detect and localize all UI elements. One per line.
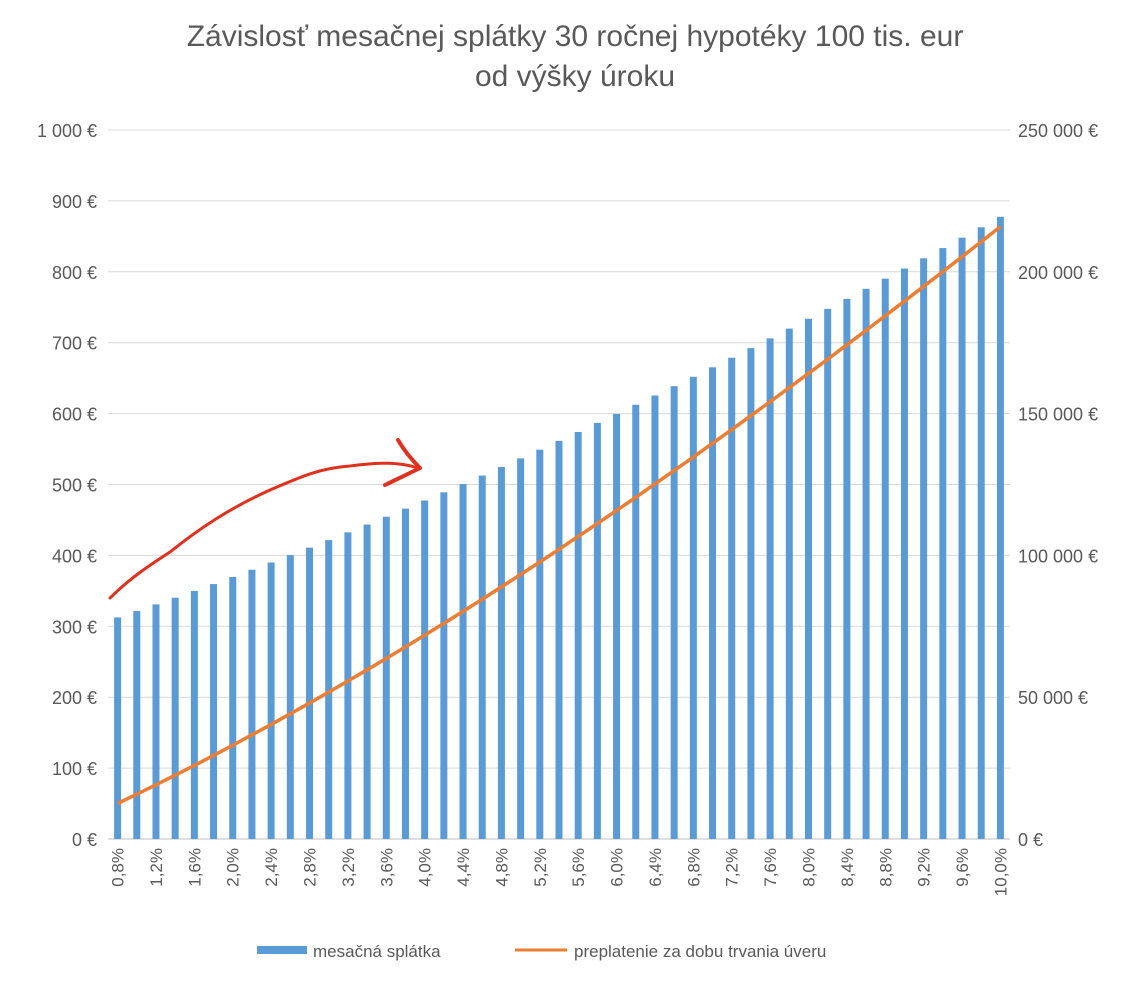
right-tick-label: 150 000 € (1018, 405, 1098, 425)
bar (901, 269, 908, 839)
left-axis: 0 € 100 € 200 € 300 € 400 € 500 € 600 € 700 € 80… (37, 121, 97, 850)
bar (344, 532, 351, 839)
x-tick-label: 10,0% (991, 848, 1010, 896)
chart-title-line1: Závislosť mesačnej splátky 30 ročnej hyp… (187, 20, 964, 53)
x-axis: 0,8% 1,2% 1,6% 2,0% 2,4% 2,8% 3,2% 3,6% 4,0% 4,4%… (109, 848, 1011, 896)
bar (863, 289, 870, 839)
bar (786, 329, 793, 839)
x-tick-label: 8,8% (876, 848, 895, 887)
bar (805, 319, 812, 839)
bar (229, 577, 236, 839)
left-tick-label: 300 € (52, 617, 97, 637)
bar (709, 367, 716, 839)
x-tick-label: 4,4% (454, 848, 473, 887)
x-tick-label: 9,2% (915, 848, 934, 887)
right-tick-label: 250 000 € (1018, 121, 1098, 141)
bar (287, 555, 294, 839)
left-tick-label: 500 € (52, 476, 97, 496)
bar (690, 377, 697, 839)
right-tick-label: 100 000 € (1018, 546, 1098, 566)
bar (498, 467, 505, 839)
x-tick-label: 1,6% (185, 848, 204, 887)
x-tick-label: 5,2% (531, 848, 550, 887)
bar (997, 217, 1004, 839)
bar (939, 248, 946, 839)
bar (306, 548, 313, 839)
bar (440, 492, 447, 839)
bar (364, 525, 371, 839)
x-tick-label: 6,8% (684, 848, 703, 887)
x-tick-label: 2,4% (262, 848, 281, 887)
x-tick-label: 7,6% (761, 848, 780, 887)
right-tick-label: 200 000 € (1018, 263, 1098, 283)
x-tick-label: 4,0% (416, 848, 435, 887)
bar (824, 309, 831, 839)
bar (671, 386, 678, 839)
x-tick-label: 4,8% (492, 848, 511, 887)
x-tick-label: 6,4% (646, 848, 665, 887)
bar (575, 432, 582, 839)
left-tick-label: 100 € (52, 759, 97, 779)
right-tick-label: 0 € (1018, 830, 1043, 850)
bar (882, 279, 889, 839)
bar (268, 562, 275, 839)
bar (479, 476, 486, 839)
left-tick-label: 600 € (52, 405, 97, 425)
bar (383, 517, 390, 839)
left-tick-label: 200 € (52, 688, 97, 708)
legend-swatch-bar (257, 946, 307, 954)
x-tick-label: 5,6% (569, 848, 588, 887)
red-arrow-curve (110, 463, 418, 598)
red-arrow-annotation (110, 440, 420, 598)
bar (536, 450, 543, 839)
x-tick-label: 2,8% (301, 848, 320, 887)
chart-title-line2: od výšky úroku (475, 60, 675, 93)
bar (959, 238, 966, 839)
left-tick-label: 400 € (52, 546, 97, 566)
bar-series (114, 217, 1004, 839)
x-tick-label: 3,6% (377, 848, 396, 887)
bar (191, 591, 198, 839)
bar (421, 501, 428, 839)
legend-label-bar: mesačná splátka (313, 942, 441, 961)
x-tick-label: 7,2% (723, 848, 742, 887)
bar (133, 611, 140, 839)
x-tick-label: 3,2% (339, 848, 358, 887)
x-tick-label: 9,6% (953, 848, 972, 887)
x-tick-label: 6,0% (608, 848, 627, 887)
bar (594, 423, 601, 839)
bar (248, 570, 255, 839)
bar (920, 258, 927, 839)
bar (651, 396, 658, 839)
bar (210, 584, 217, 839)
left-tick-label: 1 000 € (37, 121, 97, 141)
bar (402, 509, 409, 839)
bar (843, 299, 850, 839)
bar (460, 484, 467, 839)
legend-label-line: preplatenie za dobu trvania úveru (574, 942, 826, 961)
bar (172, 598, 179, 839)
bar (978, 227, 985, 839)
x-tick-label: 8,4% (838, 848, 857, 887)
bar (747, 348, 754, 839)
bar (152, 604, 159, 839)
legend: mesačná splátka preplatenie za dobu trva… (257, 942, 826, 961)
x-tick-label: 8,0% (799, 848, 818, 887)
right-axis: 0 € 50 000 € 100 000 € 150 000 € 200 000 € 25… (1018, 121, 1098, 850)
right-tick-label: 50 000 € (1018, 688, 1088, 708)
left-tick-label: 800 € (52, 263, 97, 283)
bar (114, 617, 121, 839)
bar (632, 405, 639, 839)
x-tick-label: 2,0% (224, 848, 243, 887)
bar (517, 458, 524, 839)
left-tick-label: 0 € (72, 830, 97, 850)
left-tick-label: 700 € (52, 334, 97, 354)
x-tick-label: 0,8% (109, 848, 128, 887)
x-tick-label: 1,2% (147, 848, 166, 887)
bar (556, 441, 563, 839)
bar (613, 414, 620, 839)
bar (767, 338, 774, 839)
left-tick-label: 900 € (52, 192, 97, 212)
